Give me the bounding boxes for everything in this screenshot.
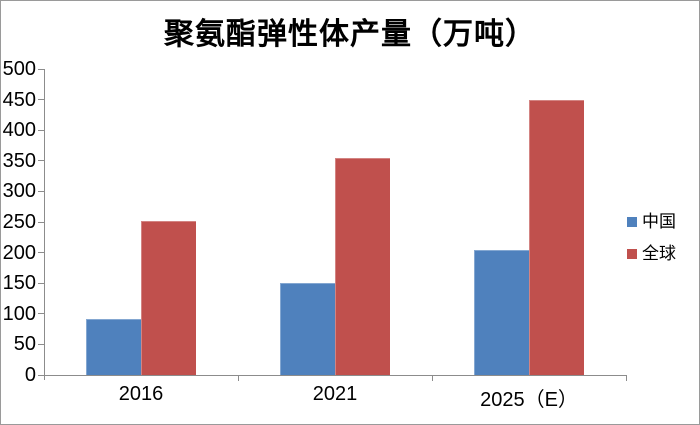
x-tick-mark: [432, 375, 433, 381]
y-tick-mark: [38, 221, 44, 223]
y-tick-label: 100: [2, 302, 36, 325]
y-tick-mark: [38, 252, 44, 254]
x-tick-mark: [626, 375, 627, 381]
bar: [335, 158, 390, 375]
x-axis-label: 2016: [118, 383, 164, 405]
legend-label-global: 全球: [642, 244, 676, 264]
china-series-swatch: [627, 217, 637, 227]
chart-title: 聚氨酯弹性体产量（万吨）: [164, 17, 536, 52]
y-tick-label: 300: [2, 180, 36, 203]
y-tick-label: 250: [2, 211, 36, 233]
y-tick-label: 450: [2, 88, 36, 111]
y-tick-mark: [38, 68, 44, 70]
bar: [86, 319, 141, 375]
y-tick-mark: [38, 99, 44, 101]
category-group: [432, 69, 626, 375]
bar: [280, 283, 335, 375]
y-tick-mark: [38, 282, 44, 284]
bar: [141, 221, 196, 375]
category-group: [44, 69, 238, 375]
y-tick-mark: [38, 160, 44, 162]
y-tick-label: 50: [13, 333, 36, 356]
y-tick-label: 400: [2, 119, 36, 142]
y-tick-mark: [38, 313, 44, 315]
x-axis-line: [44, 375, 627, 376]
legend: 中国 全球: [627, 213, 676, 277]
y-tick-mark: [38, 190, 44, 192]
bar: [529, 100, 584, 375]
y-tick-label: 150: [2, 272, 36, 295]
y-tick-mark: [38, 374, 44, 376]
y-tick-mark: [38, 129, 44, 131]
x-axis-label: 2021: [312, 383, 358, 405]
category-group: [238, 69, 432, 375]
legend-item-china: 中国: [627, 213, 676, 231]
bar: [474, 250, 529, 375]
y-tick-label: 350: [2, 149, 36, 172]
legend-item-global: 全球: [627, 245, 676, 263]
y-tick-mark: [38, 343, 44, 345]
y-tick-label: 500: [2, 58, 36, 80]
x-axis-label: 2025（E）: [480, 389, 578, 411]
legend-label-china: 中国: [642, 212, 676, 232]
x-tick-mark: [238, 375, 239, 381]
y-tick-label: 200: [2, 241, 36, 264]
global-series-swatch: [627, 249, 637, 259]
y-axis-line: [44, 69, 45, 380]
y-tick-label: 0: [24, 364, 36, 386]
